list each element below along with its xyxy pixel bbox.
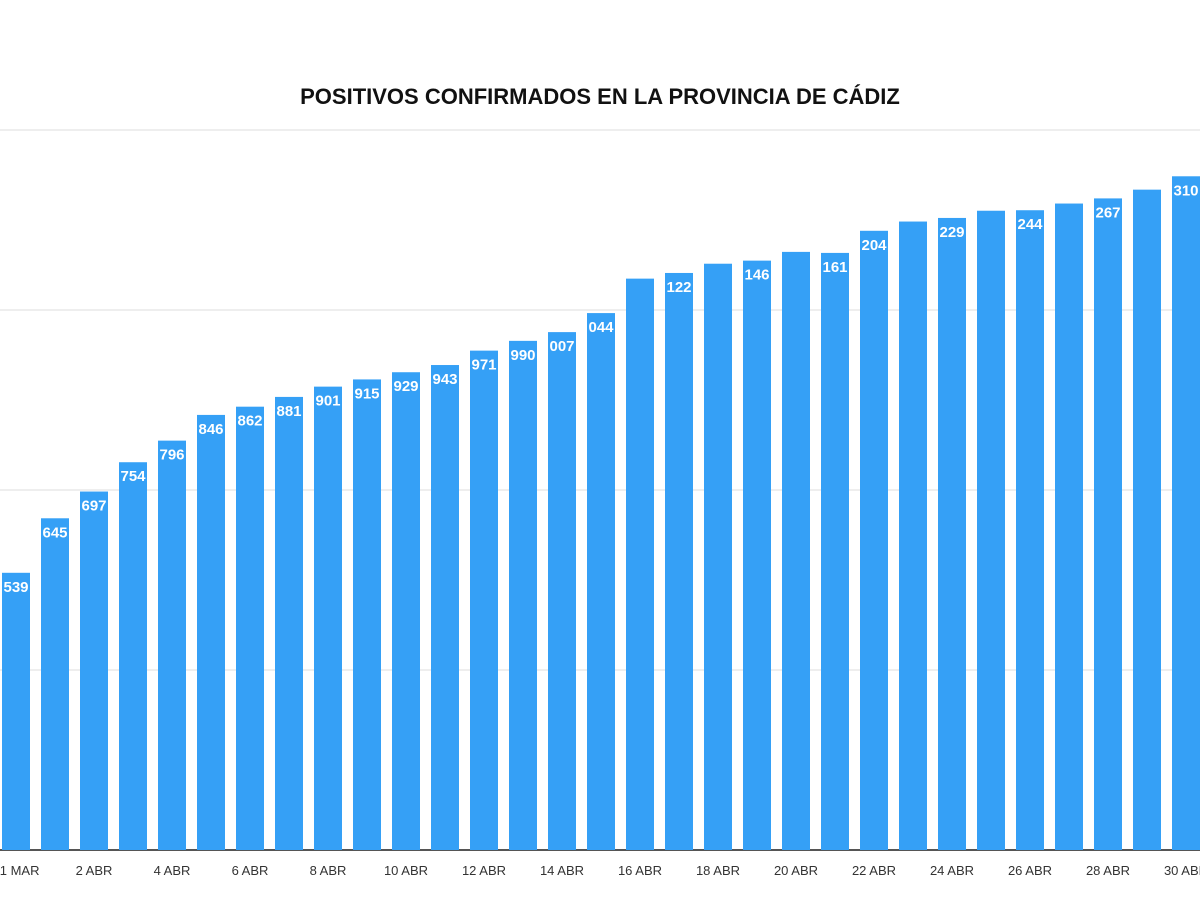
bar: [314, 386, 342, 850]
x-tick-label: 2 ABR: [76, 863, 113, 878]
x-tick-label: 18 ABR: [696, 863, 740, 878]
data-label: 645: [42, 524, 67, 541]
bar: [392, 372, 420, 850]
data-label: 943: [432, 371, 457, 388]
bar: [704, 263, 732, 850]
x-tick-label: 8 ABR: [310, 863, 347, 878]
data-label: 901: [315, 393, 340, 410]
bar: [626, 278, 654, 851]
x-tick-label: 6 ABR: [232, 863, 269, 878]
data-label: 229: [939, 224, 964, 241]
bar: [899, 221, 927, 851]
data-label: 007: [549, 338, 574, 355]
bar: [353, 379, 381, 850]
x-tick-label: 24 ABR: [930, 863, 974, 878]
data-label: 267: [1095, 204, 1120, 221]
bar: [860, 230, 888, 851]
bar: [821, 252, 849, 850]
bar: [470, 350, 498, 850]
x-tick-label: 16 ABR: [618, 863, 662, 878]
data-label: 846: [198, 421, 223, 438]
data-label: 161: [822, 259, 847, 276]
bar: [1055, 203, 1083, 851]
chart-title: POSITIVOS CONFIRMADOS EN LA PROVINCIA DE…: [300, 84, 900, 109]
bar: [2, 572, 30, 850]
x-tick-label: 22 ABR: [852, 863, 896, 878]
bar: [197, 414, 225, 850]
data-label: 881: [276, 403, 301, 420]
bar: [587, 313, 615, 851]
x-tick-label: 20 ABR: [774, 863, 818, 878]
data-label: 122: [666, 279, 691, 296]
x-tick-label: 31 MAR: [0, 863, 39, 878]
x-tick-label: 30 ABR: [1164, 863, 1200, 878]
bar: [1094, 198, 1122, 850]
data-label: 990: [510, 347, 535, 364]
bar: [977, 210, 1005, 850]
bar: [431, 365, 459, 850]
data-label: 929: [393, 378, 418, 395]
x-tick-label: 10 ABR: [384, 863, 428, 878]
data-label: 310: [1173, 182, 1198, 199]
x-tick-label: 28 ABR: [1086, 863, 1130, 878]
data-label: 146: [744, 267, 769, 284]
data-label: 754: [120, 468, 146, 485]
data-label: 204: [861, 237, 887, 254]
bar: [743, 260, 771, 851]
data-label: 697: [81, 498, 106, 515]
bar: [80, 491, 108, 850]
bar: [1133, 189, 1161, 850]
bar: [158, 440, 186, 850]
bar: [1172, 176, 1200, 851]
x-tick-label: 4 ABR: [154, 863, 191, 878]
data-label: 796: [159, 447, 184, 464]
bar: [119, 462, 147, 850]
bar: [509, 340, 537, 850]
bar: [236, 406, 264, 850]
data-label: 539: [3, 579, 28, 596]
bar: [938, 217, 966, 850]
bar: [665, 272, 693, 850]
data-label: 244: [1017, 216, 1043, 233]
bar: [782, 251, 810, 850]
x-tick-label: 14 ABR: [540, 863, 584, 878]
x-tick-label: 12 ABR: [462, 863, 506, 878]
bar: [1016, 210, 1044, 850]
x-tick-label: 26 ABR: [1008, 863, 1052, 878]
data-label: 044: [588, 319, 614, 336]
data-label: 915: [354, 385, 379, 402]
data-label: 862: [237, 413, 262, 430]
data-label: 971: [471, 357, 496, 374]
bar: [41, 518, 69, 850]
bar: [548, 332, 576, 851]
bar: [275, 396, 303, 850]
